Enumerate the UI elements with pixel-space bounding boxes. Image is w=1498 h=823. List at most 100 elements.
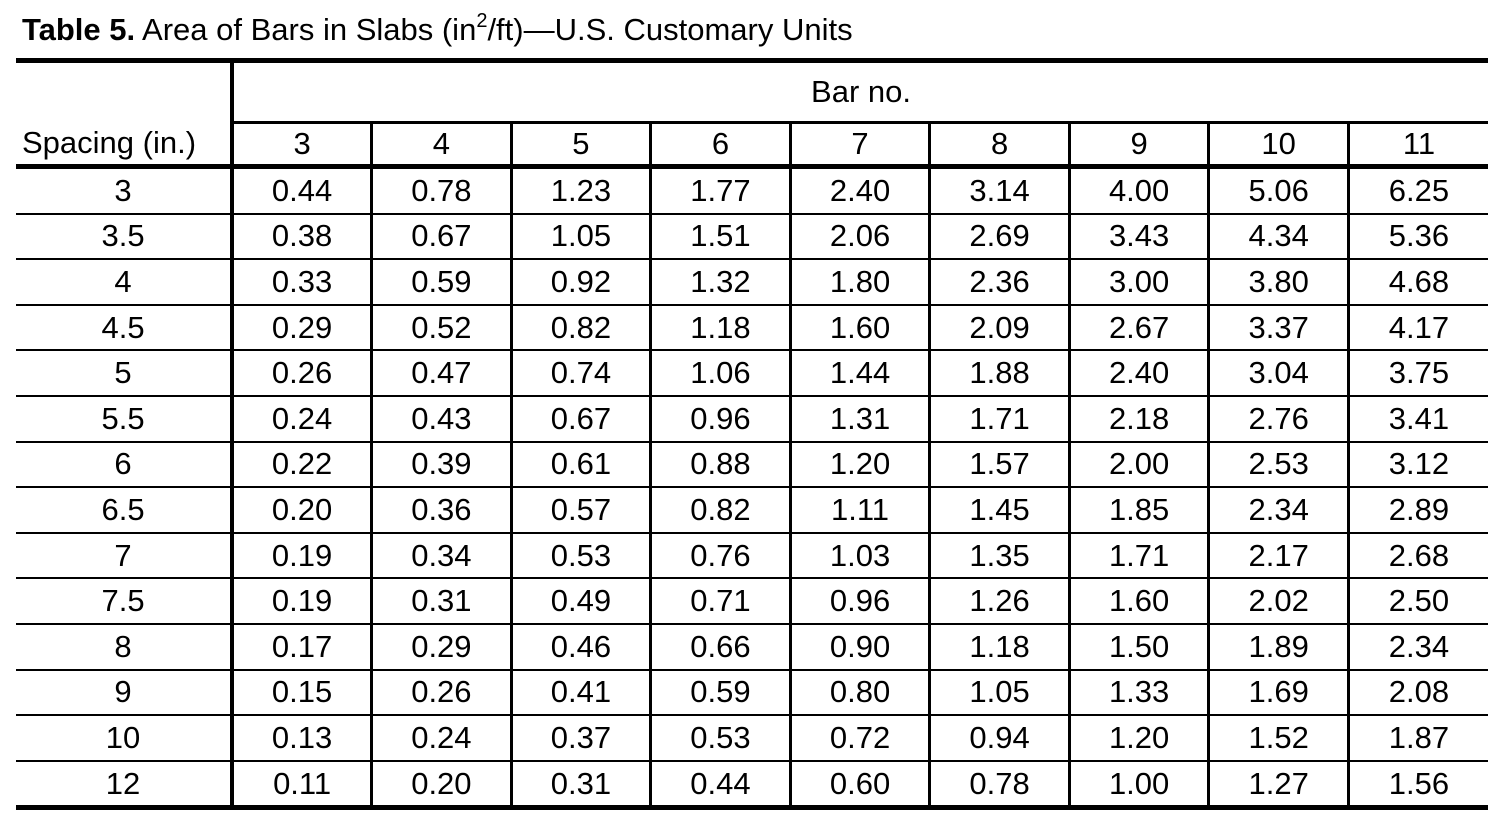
area-value-cell: 0.31 [509,760,651,811]
area-value-cell: 0.34 [370,532,512,580]
caption-title-part2: /ft)—U.S. Customary Units [487,12,853,47]
area-value-cell: 0.43 [370,395,512,443]
area-value-cell: 0.19 [230,532,372,580]
caption-title-part1: Area of Bars in Slabs (in [142,12,477,47]
area-value-cell: 1.56 [1346,760,1488,811]
spacing-cell: 9 [16,669,235,717]
area-value-cell: 1.77 [649,166,791,215]
area-value-cell: 1.85 [1067,487,1209,534]
spacing-cell: 6.5 [16,487,235,534]
table-row: 10 0.13 0.24 0.37 0.53 0.72 0.94 1.20 1.52 1.87 [16,715,1488,762]
area-value-cell: 4.00 [1067,166,1209,215]
spacing-cell: 4 [16,259,235,306]
area-value-cell: 0.61 [509,441,651,489]
table-row: 7.5 0.19 0.31 0.49 0.71 0.96 1.26 1.60 2.02 2.50 [16,578,1488,625]
area-value-cell: 2.36 [928,259,1070,306]
bar-number-header: 7 [788,122,930,169]
area-value-cell: 2.00 [1067,441,1209,489]
table-row: 3.5 0.38 0.67 1.05 1.51 2.06 2.69 3.43 4.34 5.36 [16,213,1488,261]
area-value-cell: 1.05 [928,669,1070,717]
table-row: 12 0.11 0.20 0.31 0.44 0.60 0.78 1.00 1.27 1.56 [16,760,1488,811]
area-value-cell: 0.24 [370,715,512,762]
area-value-cell: 0.71 [649,578,791,625]
area-value-cell: 1.60 [1067,578,1209,625]
area-value-cell: 2.06 [788,213,930,261]
area-value-cell: 0.24 [230,395,372,443]
area-value-cell: 0.96 [788,578,930,625]
area-value-cell: 0.20 [370,760,512,811]
spacing-cell: 7.5 [16,578,235,625]
area-value-cell: 1.89 [1207,623,1349,671]
bar-area-table: Spacing (in.) Bar no. 3 4 5 6 7 8 9 10 11 3 0.44 0… [16,58,1488,811]
area-value-cell: 0.17 [230,623,372,671]
area-value-cell: 1.27 [1207,760,1349,811]
spacing-cell: 5 [16,350,235,397]
area-value-cell: 1.31 [788,395,930,443]
spacing-cell: 12 [16,760,235,811]
area-value-cell: 0.36 [370,487,512,534]
area-value-cell: 1.80 [788,259,930,306]
area-value-cell: 1.50 [1067,623,1209,671]
area-value-cell: 0.82 [509,304,651,352]
bar-number-header: 10 [1207,122,1349,169]
area-value-cell: 0.26 [230,350,372,397]
caption-label: Table 5. [22,12,136,47]
area-value-cell: 0.39 [370,441,512,489]
area-value-cell: 0.49 [509,578,651,625]
area-value-cell: 1.71 [928,395,1070,443]
area-value-cell: 0.76 [649,532,791,580]
table-row: 6.5 0.20 0.36 0.57 0.82 1.11 1.45 1.85 2.34 2.89 [16,487,1488,534]
area-value-cell: 4.17 [1346,304,1488,352]
table-row: 8 0.17 0.29 0.46 0.66 0.90 1.18 1.50 1.89 2.34 [16,623,1488,671]
area-value-cell: 2.08 [1346,669,1488,717]
area-value-cell: 1.52 [1207,715,1349,762]
area-value-cell: 1.03 [788,532,930,580]
area-value-cell: 1.26 [928,578,1070,625]
area-value-cell: 0.41 [509,669,651,717]
area-value-cell: 0.90 [788,623,930,671]
area-value-cell: 0.37 [509,715,651,762]
area-value-cell: 2.09 [928,304,1070,352]
area-value-cell: 0.67 [370,213,512,261]
area-value-cell: 1.71 [1067,532,1209,580]
area-value-cell: 0.13 [230,715,372,762]
area-value-cell: 3.80 [1207,259,1349,306]
spacing-cell: 10 [16,715,235,762]
area-value-cell: 1.20 [788,441,930,489]
area-value-cell: 0.26 [370,669,512,717]
table-row: 9 0.15 0.26 0.41 0.59 0.80 1.05 1.33 1.69 2.08 [16,669,1488,717]
table-row: 6 0.22 0.39 0.61 0.88 1.20 1.57 2.00 2.53 3.12 [16,441,1488,489]
area-value-cell: 2.17 [1207,532,1349,580]
area-value-cell: 3.12 [1346,441,1488,489]
area-value-cell: 0.78 [370,166,512,215]
table-row: 5 0.26 0.47 0.74 1.06 1.44 1.88 2.40 3.04 3.75 [16,350,1488,397]
spacing-cell: 6 [16,441,235,489]
area-value-cell: 2.18 [1067,395,1209,443]
area-value-cell: 1.60 [788,304,930,352]
area-value-cell: 1.35 [928,532,1070,580]
table-caption: Table 5. Area of Bars in Slabs (in2/ft)—… [22,8,853,52]
area-value-cell: 2.68 [1346,532,1488,580]
bar-number-header: 6 [649,122,791,169]
area-value-cell: 0.19 [230,578,372,625]
area-value-cell: 1.18 [649,304,791,352]
area-value-cell: 2.34 [1346,623,1488,671]
spacing-cell: 5.5 [16,395,235,443]
area-value-cell: 3.00 [1067,259,1209,306]
area-value-cell: 0.72 [788,715,930,762]
area-value-cell: 0.29 [230,304,372,352]
bar-number-header: 9 [1067,122,1209,169]
bar-number-header: 5 [509,122,651,169]
area-value-cell: 1.20 [1067,715,1209,762]
area-value-cell: 2.67 [1067,304,1209,352]
spacing-cell: 3 [16,166,235,215]
bar-number-header: 8 [928,122,1070,169]
table-row: 7 0.19 0.34 0.53 0.76 1.03 1.35 1.71 2.17 2.68 [16,532,1488,580]
area-value-cell: 2.02 [1207,578,1349,625]
caption-superscript: 2 [476,9,488,32]
area-value-cell: 1.69 [1207,669,1349,717]
area-value-cell: 0.88 [649,441,791,489]
area-value-cell: 0.46 [509,623,651,671]
area-value-cell: 2.40 [788,166,930,215]
area-value-cell: 0.57 [509,487,651,534]
